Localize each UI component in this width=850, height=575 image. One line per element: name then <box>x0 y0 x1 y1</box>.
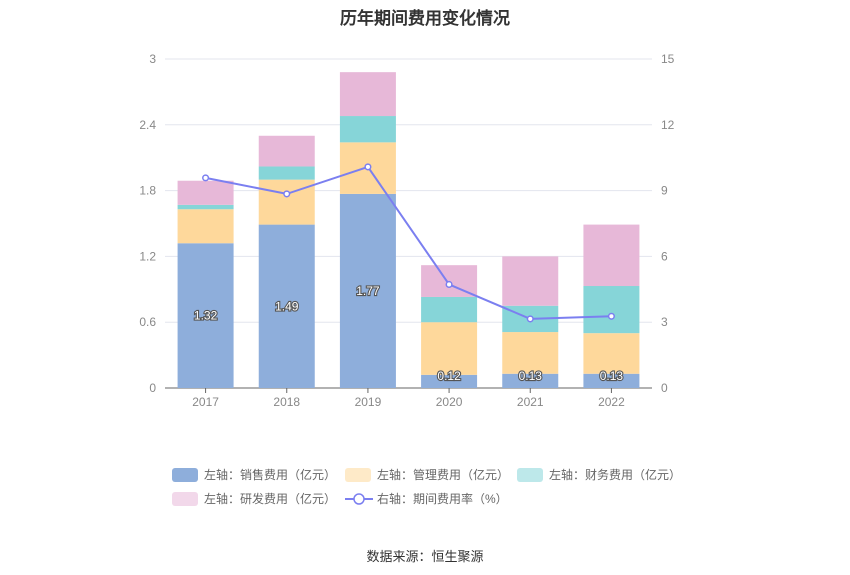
left-tick-label: 0.6 <box>139 315 156 329</box>
bar-segment <box>583 224 640 287</box>
line-point <box>526 315 534 323</box>
legend-swatch-icon <box>172 467 198 482</box>
bar-segment <box>258 224 315 388</box>
legend-swatch-icon <box>172 491 198 506</box>
line-point <box>283 190 291 198</box>
right-tick-label: 3 <box>661 315 668 329</box>
line-point <box>202 174 210 182</box>
bar-segment <box>177 243 234 388</box>
legend-item[interactable]: 左轴：财务费用（亿元） <box>517 466 681 483</box>
bar-segment <box>339 193 396 388</box>
data-source: 数据来源：恒生聚源 <box>366 549 484 564</box>
legend-swatch-icon <box>345 492 373 506</box>
bar-segment <box>583 333 640 374</box>
x-tick-label: 2021 <box>517 395 544 409</box>
line-point <box>607 312 615 320</box>
bar-segment <box>177 209 234 244</box>
bar-segment <box>421 322 478 375</box>
x-tick-label: 2019 <box>355 395 382 409</box>
data-label: 0.13 <box>519 369 543 383</box>
legend-item[interactable]: 右轴：期间费用率（%） <box>345 490 508 507</box>
bar-segment <box>583 373 640 388</box>
right-tick-label: 12 <box>661 118 675 132</box>
bar-segment <box>502 373 559 388</box>
x-tick-label: 2020 <box>436 395 463 409</box>
left-tick-label: 1.8 <box>139 184 156 198</box>
bar-segment <box>502 332 559 374</box>
bar-segment <box>421 296 478 323</box>
right-tick-label: 6 <box>661 249 668 263</box>
right-tick-label: 9 <box>661 184 668 198</box>
data-label: 1.32 <box>194 309 218 323</box>
legend-label: 右轴：期间费用率（%） <box>377 492 508 506</box>
bar-segment <box>421 374 478 388</box>
bar-segment <box>502 256 559 306</box>
legend-label: 左轴：财务费用（亿元） <box>549 468 682 482</box>
legend-label: 左轴：管理费用（亿元） <box>377 468 510 482</box>
legend-item[interactable]: 左轴：管理费用（亿元） <box>345 466 509 483</box>
legend-label: 左轴：研发费用（亿元） <box>204 492 337 506</box>
left-tick-label: 3 <box>149 52 156 66</box>
line-point <box>364 163 372 171</box>
legend-swatch-icon <box>345 467 371 482</box>
line-point <box>445 280 453 289</box>
bar-segment <box>177 180 234 205</box>
right-tick-label: 0 <box>661 381 668 395</box>
x-tick-label: 2022 <box>598 395 625 409</box>
data-label: 0.13 <box>600 369 624 383</box>
left-tick-label: 2.4 <box>139 118 156 132</box>
left-tick-label: 0 <box>149 381 156 395</box>
bar-segment <box>177 204 234 210</box>
data-label: 1.77 <box>356 284 380 298</box>
left-tick-label: 1.2 <box>139 249 156 263</box>
legend-swatch-icon <box>517 467 543 482</box>
bar-segment <box>339 116 396 143</box>
bar-segment <box>258 135 315 167</box>
legend-label: 左轴：销售费用（亿元） <box>204 468 337 482</box>
right-tick-label: 15 <box>661 52 675 66</box>
x-tick-label: 2017 <box>192 395 219 409</box>
x-tick-label: 2018 <box>273 395 300 409</box>
bar-segment <box>339 72 396 117</box>
chart-title: 历年期间费用变化情况 <box>340 9 510 28</box>
line-series <box>205 165 612 320</box>
bar-segment <box>583 286 640 334</box>
data-label: 0.12 <box>437 369 461 383</box>
data-label: 1.49 <box>275 299 299 313</box>
legend-item[interactable]: 左轴：销售费用（亿元） <box>172 466 336 483</box>
bar-segment <box>258 166 315 180</box>
legend-item[interactable]: 左轴：研发费用（亿元） <box>172 490 336 507</box>
